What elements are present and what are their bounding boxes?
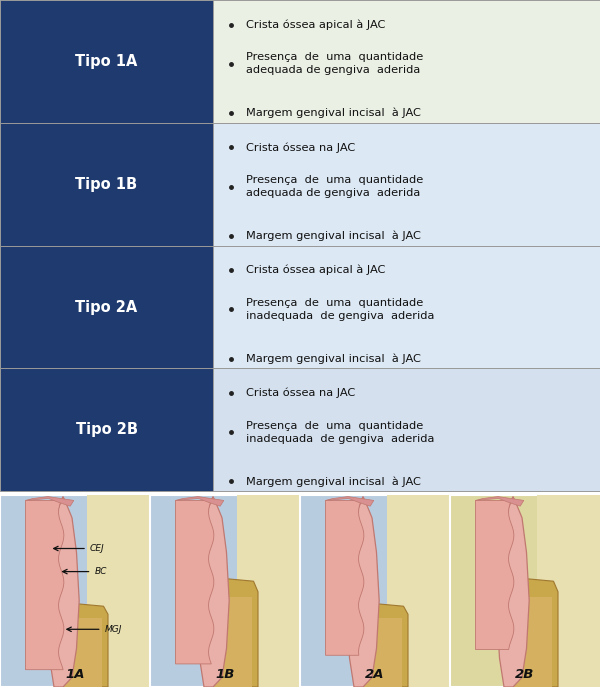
Text: MGJ: MGJ xyxy=(104,624,122,634)
Text: Presença  de  uma  quantidade
inadequada  de gengiva  aderida: Presença de uma quantidade inadequada de… xyxy=(246,421,434,444)
Polygon shape xyxy=(509,577,558,687)
Polygon shape xyxy=(363,618,402,687)
Polygon shape xyxy=(25,497,74,506)
Text: Presença  de  uma  quantidade
inadequada  de gengiva  aderida: Presença de uma quantidade inadequada de… xyxy=(246,298,434,321)
Text: Crista óssea apical à JAC: Crista óssea apical à JAC xyxy=(246,265,385,275)
Polygon shape xyxy=(176,500,214,664)
Text: Margem gengival incisal  à JAC: Margem gengival incisal à JAC xyxy=(246,231,421,241)
Polygon shape xyxy=(325,497,374,506)
Polygon shape xyxy=(497,497,529,687)
Polygon shape xyxy=(197,497,229,687)
Text: Tipo 2A: Tipo 2A xyxy=(76,300,137,315)
Polygon shape xyxy=(347,497,379,687)
Bar xyxy=(0,368,213,491)
Bar xyxy=(0,246,213,368)
Text: Presença  de  uma  quantidade
adequada de gengiva  aderida: Presença de uma quantidade adequada de g… xyxy=(246,175,423,198)
Text: Presença  de  uma  quantidade
adequada de gengiva  aderida: Presença de uma quantidade adequada de g… xyxy=(246,52,423,76)
Bar xyxy=(450,495,600,687)
Bar xyxy=(213,368,600,491)
Text: Crista óssea na JAC: Crista óssea na JAC xyxy=(246,387,355,398)
Bar xyxy=(0,0,213,123)
Text: Margem gengival incisal  à JAC: Margem gengival incisal à JAC xyxy=(246,108,421,118)
Polygon shape xyxy=(325,500,364,655)
Text: BC: BC xyxy=(95,567,107,576)
Polygon shape xyxy=(63,618,102,687)
Bar xyxy=(237,495,300,687)
Bar xyxy=(387,495,450,687)
Polygon shape xyxy=(513,597,552,687)
Text: 1B: 1B xyxy=(215,668,235,682)
Text: Tipo 1A: Tipo 1A xyxy=(76,54,137,69)
Polygon shape xyxy=(213,597,252,687)
Text: Margem gengival incisal  à JAC: Margem gengival incisal à JAC xyxy=(246,476,421,486)
Bar xyxy=(213,0,600,123)
Text: Crista óssea apical à JAC: Crista óssea apical à JAC xyxy=(246,19,385,30)
Text: 2A: 2A xyxy=(365,668,385,682)
Polygon shape xyxy=(59,602,108,687)
Text: CEJ: CEJ xyxy=(90,544,104,553)
Polygon shape xyxy=(25,500,64,670)
Polygon shape xyxy=(359,602,408,687)
Text: Tipo 1B: Tipo 1B xyxy=(76,177,137,192)
Polygon shape xyxy=(176,497,224,506)
Polygon shape xyxy=(476,497,524,506)
Bar xyxy=(0,123,213,245)
Polygon shape xyxy=(209,577,258,687)
Bar xyxy=(87,495,150,687)
Polygon shape xyxy=(476,500,514,649)
Bar xyxy=(213,123,600,245)
Text: 2B: 2B xyxy=(515,668,535,682)
Text: Tipo 2B: Tipo 2B xyxy=(76,423,137,438)
Bar xyxy=(0,495,150,687)
Text: Margem gengival incisal  à JAC: Margem gengival incisal à JAC xyxy=(246,353,421,364)
Polygon shape xyxy=(47,497,79,687)
Text: Crista óssea na JAC: Crista óssea na JAC xyxy=(246,142,355,153)
Text: 1A: 1A xyxy=(65,668,85,682)
Bar xyxy=(213,246,600,368)
Bar xyxy=(300,495,450,687)
Bar xyxy=(150,495,300,687)
Bar xyxy=(537,495,600,687)
